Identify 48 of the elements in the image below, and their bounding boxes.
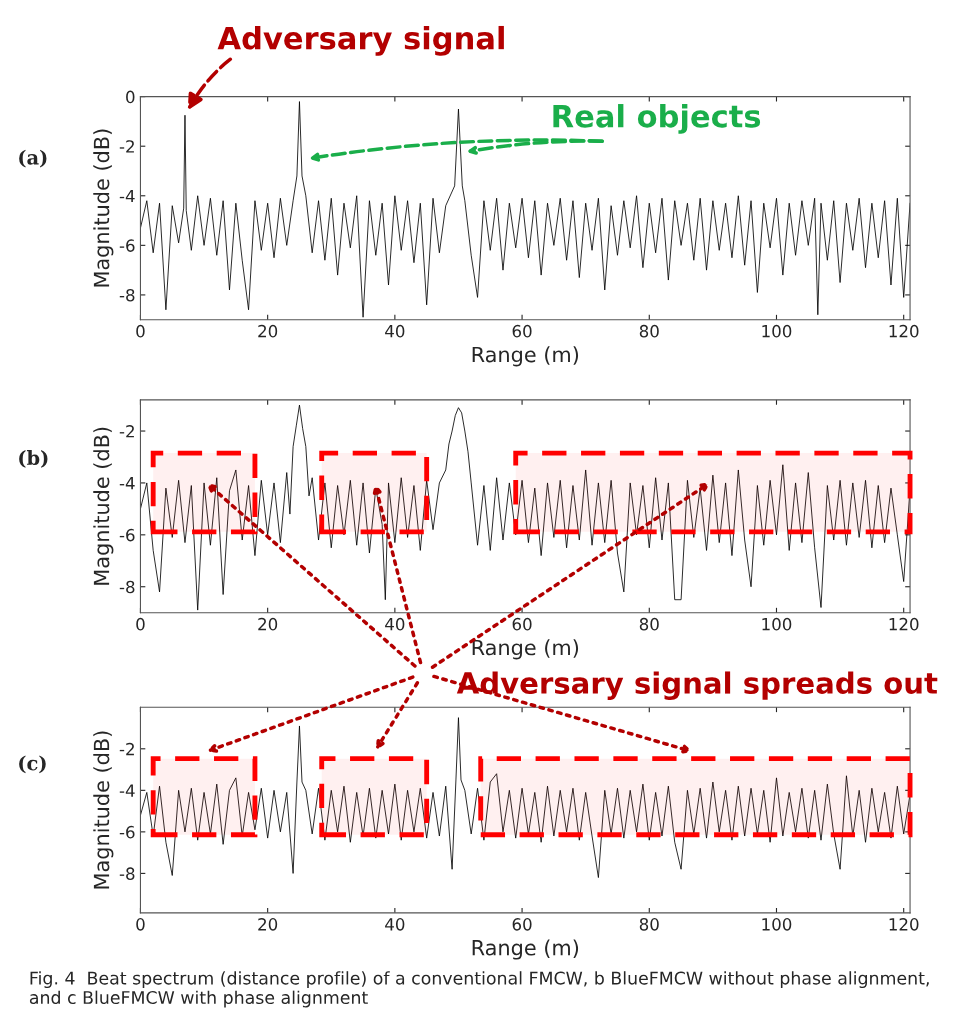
y-tick-label: -4 (119, 189, 135, 203)
y-tick-label: -2 (119, 742, 134, 756)
x-tick-label: 0 (136, 617, 145, 631)
y-tick-label: -8 (119, 867, 135, 880)
x-tick-label: 120 (889, 617, 919, 631)
x-tick-label: 40 (385, 918, 405, 931)
x-tick-label: 60 (512, 617, 532, 631)
x-tick-label: 0 (136, 918, 145, 931)
text: (a) (19, 149, 47, 168)
caption: Fig. 4 Beat spectrum (distance profile) of a conventional FMCW, b BlueFMCW without phase alignment, and c BlueFMCW with phase alignment (29, 971, 929, 1008)
x-tick-label: 80 (639, 324, 659, 338)
x-tick-label: 40 (385, 324, 405, 338)
y-tick-label: -8 (119, 580, 135, 594)
x-tick-label: 100 (762, 918, 792, 931)
y-tick-label: -4 (119, 784, 135, 797)
y-tick-label: -8 (119, 288, 135, 302)
x-tick-label: 100 (762, 617, 792, 631)
y-axis-title: Magnitude (dB) (93, 129, 114, 287)
x-tick-label: 20 (258, 617, 278, 631)
y-tick-label: -6 (119, 825, 135, 839)
y-tick-label: -2 (119, 425, 134, 438)
y-tick-label: -2 (119, 140, 134, 153)
x-axis-title: Range (m) (472, 639, 579, 660)
x-axis-title: Range (m) (472, 346, 579, 367)
x-tick-label: 60 (512, 324, 532, 338)
text: Adversary signal spreads out (456, 671, 938, 700)
x-tick-label: 20 (258, 324, 278, 338)
x-axis-title: Range (m) (472, 939, 579, 960)
x-tick-label: 0 (136, 324, 145, 338)
y-tick-label: -4 (119, 477, 135, 490)
y-axis-title: Magnitude (dB) (93, 427, 114, 585)
x-tick-label: 120 (889, 324, 919, 338)
y-tick-label: -6 (119, 528, 135, 542)
y-tick-label: 0 (126, 90, 135, 104)
x-tick-label: 120 (889, 918, 919, 931)
y-tick-label: -6 (119, 239, 135, 252)
x-tick-label: 80 (639, 617, 659, 631)
annotation: Adversary signal (217, 25, 504, 56)
y-axis-title: Magnitude (dB) (93, 731, 114, 889)
line-series (140, 717, 911, 878)
text: (c) (19, 755, 46, 774)
text: (b) (19, 450, 48, 468)
x-tick-label: 100 (762, 324, 792, 338)
x-tick-label: 40 (385, 617, 405, 631)
annotation: Real objects (553, 104, 761, 134)
x-tick-label: 60 (512, 918, 532, 931)
x-tick-label: 20 (258, 918, 278, 931)
x-tick-label: 80 (639, 918, 659, 931)
